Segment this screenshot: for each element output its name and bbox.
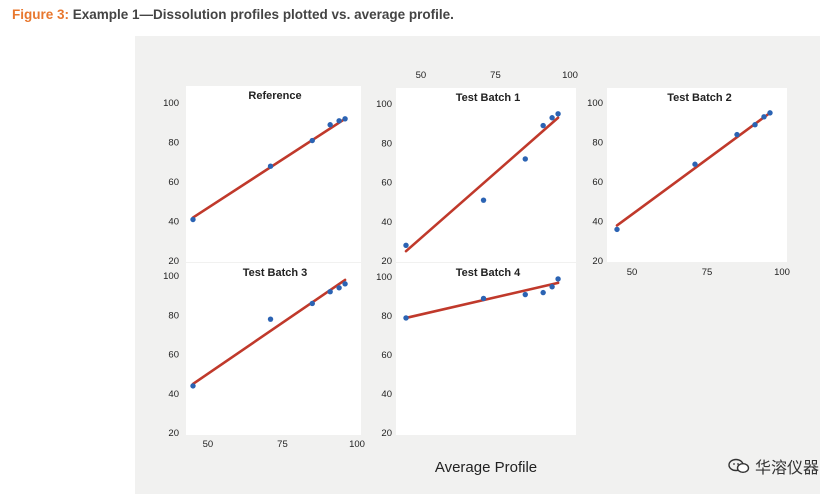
y-tick-label: 80 [168,310,179,321]
y-tick-label: 60 [168,177,179,188]
panel-ref: Reference 20 40 60 80 100 [163,86,361,267]
panel-tb4: Test Batch 4 20 40 60 80 100 [376,263,576,439]
y-tick-label: 80 [592,138,603,149]
y-tick-label: 100 [376,272,392,283]
figure-label: Figure 3: [12,7,70,22]
data-point [734,131,740,138]
fit-line [404,116,560,253]
panel-title: Reference [248,90,301,102]
x-tick-label: 50 [416,70,427,81]
wechat-icon [728,458,750,474]
data-point [555,111,561,117]
x-tick-label: 50 [203,439,214,450]
figure-caption: Figure 3: Example 1—Dissolution profiles… [12,7,454,22]
panel-title: Test Batch 3 [243,267,308,279]
fit-line [191,278,347,386]
panel-tb3: Test Batch 3 20 40 60 80 100 50 75 100 [163,263,365,450]
x-tick-label: 100 [562,70,578,81]
y-tick-label: 40 [381,389,392,400]
y-tick-label: 100 [163,98,179,109]
y-tick-label: 20 [592,256,603,267]
y-tick-label: 40 [168,389,179,400]
y-tick-label: 60 [168,350,179,361]
panel-background [186,263,361,435]
y-tick-label: 20 [381,428,392,439]
y-tick-label: 100 [376,99,392,110]
data-point [403,242,409,248]
data-point [327,122,333,128]
data-point [327,289,333,295]
y-tick-label: 40 [592,217,603,228]
data-point [555,276,561,282]
watermark-text: 华溶仪器 [754,458,819,477]
data-point [480,197,487,203]
panel-title: Test Batch 1 [456,92,521,104]
y-tick-label: 80 [381,311,392,322]
figure-caption-text: Example 1—Dissolution profiles plotted v… [69,7,454,22]
fit-line [615,111,772,227]
data-point [190,383,196,389]
panel-background [396,263,576,435]
panel-title: Test Batch 2 [667,92,732,104]
x-tick-label: 75 [277,439,288,450]
data-point [309,300,315,307]
x-tick-label: 75 [490,70,501,81]
x-tick-label: 100 [774,267,790,278]
x-axis-label: Average Profile [435,459,537,476]
data-point [403,315,409,321]
data-point [522,291,528,298]
data-point [752,122,758,128]
data-point [480,295,487,302]
panel-tb2: Test Batch 2 20 40 60 80 100 50 75 100 [587,88,790,278]
data-point [549,284,555,290]
data-point [267,316,274,322]
data-point [267,163,274,169]
data-point [336,285,342,291]
y-tick-label: 40 [168,217,179,228]
data-point [761,114,767,120]
y-tick-label: 20 [168,428,179,439]
x-tick-label: 75 [702,267,713,278]
data-point [540,289,546,296]
data-point [336,118,342,124]
y-tick-label: 80 [168,138,179,149]
panel-background [607,88,787,262]
panel-background [186,86,361,262]
x-tick-label: 50 [627,267,638,278]
watermark: 华溶仪器 [728,454,819,478]
data-point [309,137,315,144]
data-point [190,216,196,223]
y-tick-label: 20 [381,256,392,267]
y-tick-label: 60 [381,350,392,361]
panel-tb1: Test Batch 1 20 40 60 80 100 50 75 100 [376,70,578,267]
y-tick-label: 80 [381,138,392,149]
data-point [342,116,348,122]
y-tick-label: 60 [592,177,603,188]
data-point [614,226,620,233]
data-point [342,281,348,287]
data-point [522,156,528,162]
data-point [692,161,698,167]
y-tick-label: 100 [587,98,603,109]
x-tick-label: 100 [349,439,365,450]
y-tick-label: 40 [381,217,392,228]
y-tick-label: 20 [168,256,179,267]
panel-title: Test Batch 4 [456,267,521,279]
y-tick-label: 60 [381,178,392,189]
y-tick-label: 100 [163,271,179,282]
data-point [549,115,555,121]
data-point [540,122,546,129]
data-point [767,110,773,116]
